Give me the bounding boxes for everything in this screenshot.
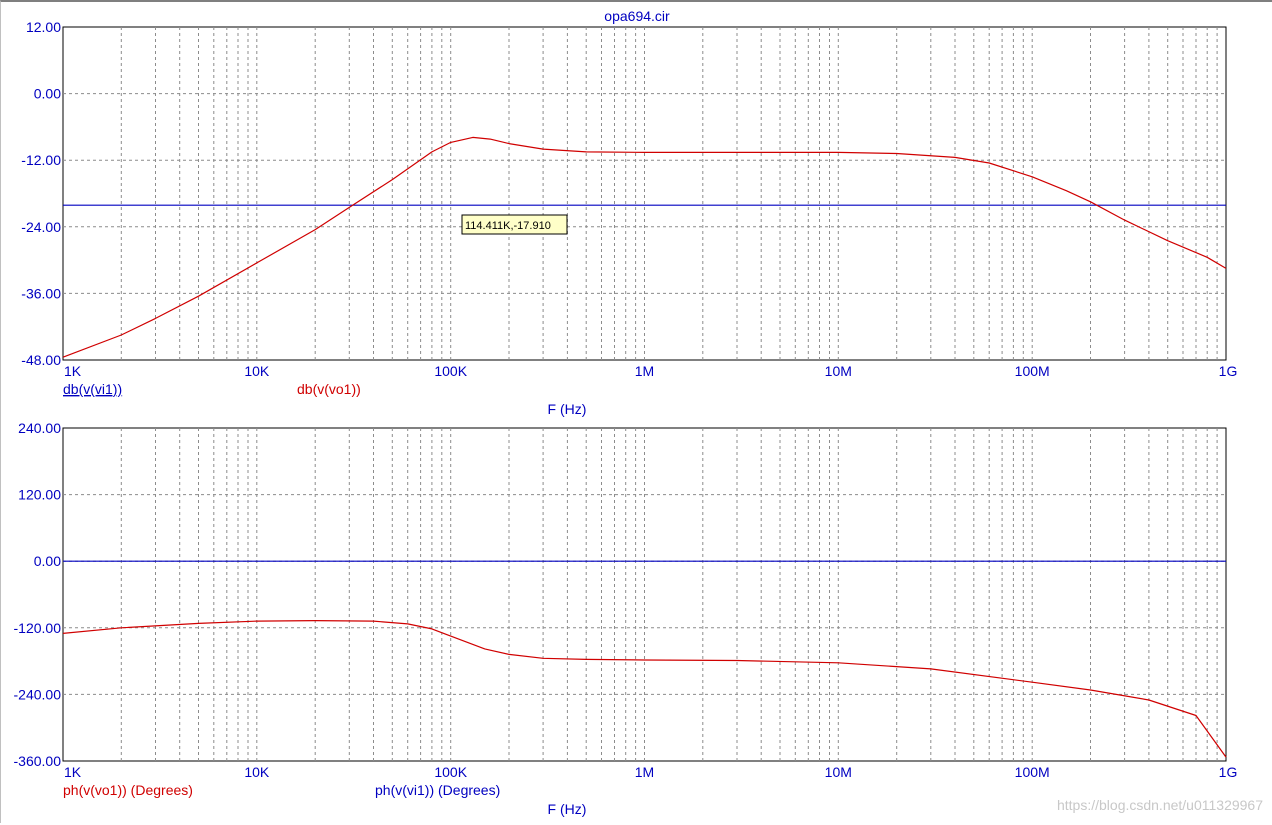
- x-tick-label: 1K: [64, 363, 82, 379]
- x-tick-label: 10K: [244, 363, 270, 379]
- y-tick-label: -360.00: [14, 753, 62, 769]
- phase-y-ticks: 240.00 120.00 0.00 -120.00 -240.00 -360.00: [14, 420, 62, 769]
- legend-ph-vo1[interactable]: ph(v(vo1)) (Degrees): [63, 782, 193, 798]
- watermark: https://blog.csdn.net/u011329967: [1057, 797, 1263, 813]
- legend-ph-vi1[interactable]: ph(v(vi1)) (Degrees): [375, 782, 500, 798]
- x-tick-label: 10M: [825, 363, 852, 379]
- x-tick-label: 1G: [1219, 363, 1238, 379]
- y-tick-label: 120.00: [18, 487, 61, 503]
- y-tick-label: -48.00: [21, 352, 61, 368]
- phase-x-ticks: 1K 10K 100K 1M 10M 100M 1G: [64, 764, 1237, 780]
- window-title: opa694.cir: [604, 8, 670, 24]
- y-tick-label: -12.00: [21, 152, 61, 168]
- x-tick-label: 10M: [825, 764, 852, 780]
- x-tick-label: 1G: [1219, 764, 1238, 780]
- series-line-0: [62, 619, 1227, 758]
- legend-db-vi1[interactable]: db(v(vi1)): [63, 381, 122, 397]
- x-tick-label: 10K: [244, 764, 270, 780]
- phase-series: [62, 560, 1227, 758]
- y-tick-label: 0.00: [34, 86, 61, 102]
- magnitude-plot: 12.000.00-12.00-24.00-36.00-48.00 1K 10K 1…: [21, 19, 1237, 417]
- phase-grid: [63, 428, 1226, 761]
- y-tick-label: -24.00: [21, 219, 61, 235]
- magnitude-x-axis-label: F (Hz): [548, 401, 587, 417]
- x-tick-label: 1M: [635, 363, 654, 379]
- series-line-1: [62, 136, 1227, 358]
- y-tick-label: -36.00: [21, 285, 61, 301]
- magnitude-series: [62, 136, 1227, 358]
- y-tick-label: -120.00: [14, 620, 62, 636]
- y-tick-label: 240.00: [18, 420, 61, 436]
- y-tick-label: -240.00: [14, 686, 62, 702]
- magnitude-grid: [63, 27, 1226, 360]
- x-tick-label: 1K: [64, 764, 82, 780]
- phase-x-axis-label: F (Hz): [548, 801, 587, 817]
- x-tick-label: 100M: [1015, 363, 1050, 379]
- cursor-readout: 114.411K,-17.910: [465, 220, 551, 232]
- y-tick-label: 0.00: [34, 553, 61, 569]
- x-tick-label: 1M: [635, 764, 654, 780]
- magnitude-x-ticks: 1K 10K 100K 1M 10M 100M 1G: [64, 363, 1237, 379]
- magnitude-y-ticks: 12.00 0.00 -12.00 -24.00 -36.00 -48.00: [21, 19, 61, 368]
- x-tick-label: 100K: [434, 363, 467, 379]
- x-tick-label: 100M: [1015, 764, 1050, 780]
- y-tick-label: 12.00: [26, 19, 61, 35]
- phase-plot: 240.00 120.00 0.00 -120.00 -240.00 -360.00 1K…: [14, 420, 1238, 817]
- x-tick-label: 100K: [434, 764, 467, 780]
- cursor-readout-box: [461, 214, 568, 235]
- legend-db-vo1[interactable]: db(v(vo1)): [297, 381, 361, 397]
